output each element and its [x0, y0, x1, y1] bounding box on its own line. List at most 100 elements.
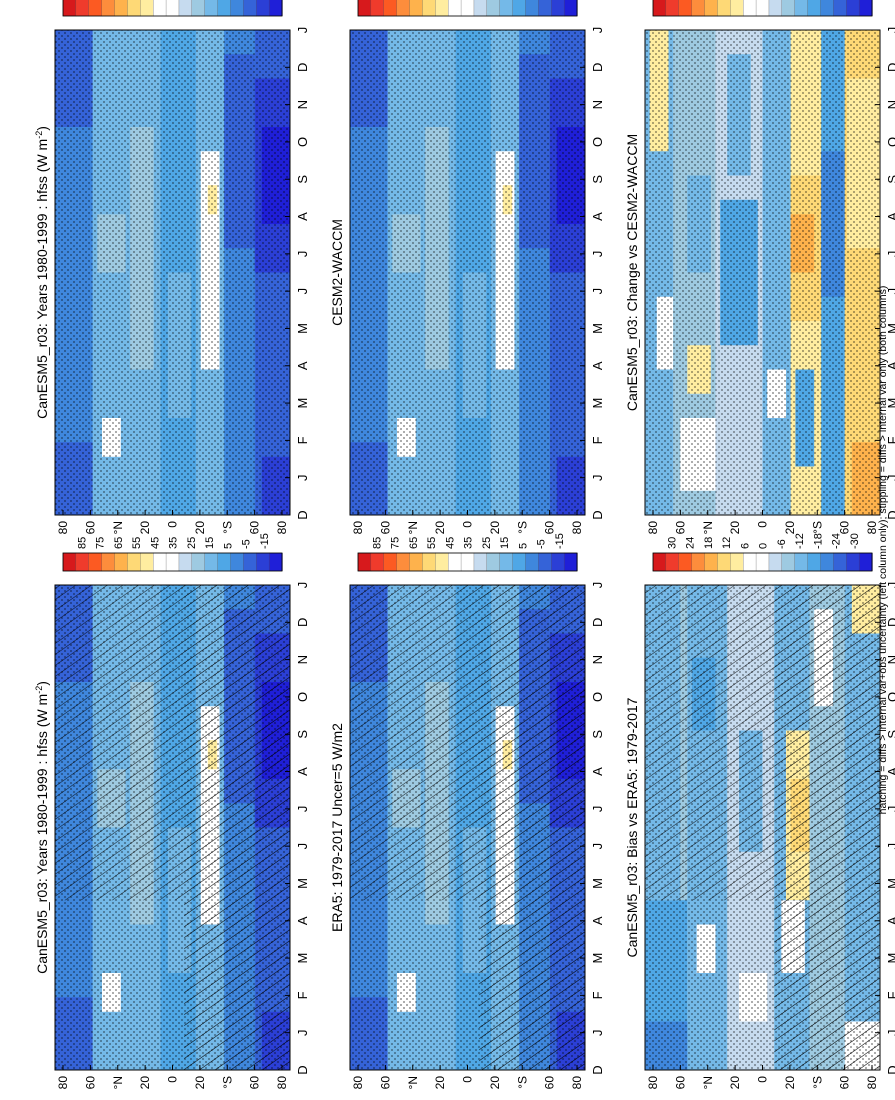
colorbar-swatch	[140, 0, 154, 17]
y-tick-label: 60	[838, 521, 852, 535]
colorbar-swatch	[846, 552, 860, 572]
colorbar-swatch	[268, 0, 283, 17]
x-tick-label: M	[885, 953, 895, 964]
y-tick-label: 80	[646, 521, 660, 535]
colorbar-swatch	[422, 552, 436, 572]
colorbar-swatch	[768, 552, 783, 572]
y-tick-label: 60	[543, 521, 557, 535]
colorbar-swatch	[140, 552, 154, 572]
y-tick-label: 80	[351, 521, 365, 535]
x-tick-label: N	[590, 100, 605, 109]
colorbar-label: 35	[168, 537, 180, 549]
colorbar-swatch	[230, 552, 245, 572]
colorbar-swatch	[383, 0, 398, 17]
panel-title: ERA5: 1979-2017 Uncer=5 W/m2	[329, 723, 345, 932]
panel-field	[55, 30, 290, 515]
x-tick-label: D	[590, 63, 605, 72]
y-tick-label: °N	[111, 521, 125, 534]
colorbar-swatch	[704, 552, 719, 572]
x-tick-label: O	[885, 692, 895, 702]
x-tick-label: M	[590, 398, 605, 409]
x-tick-label: J	[885, 251, 895, 258]
panel-5: CESM2-WACCM D J F M A M J J A S O N D J 80 60 °N 20 0 20 °S 60…	[329, 0, 605, 534]
colorbar-swatch	[101, 552, 116, 572]
x-tick-label: M	[590, 953, 605, 964]
x-tick-label: J	[295, 288, 310, 295]
y-tick-label: 20	[138, 521, 152, 535]
x-tick-label: D	[590, 1065, 605, 1074]
y-tick-label: °N	[111, 1076, 125, 1089]
x-tick-label: J	[590, 1029, 605, 1036]
y-tick-label: 80	[570, 521, 584, 535]
colorbar-label: -15	[554, 533, 566, 549]
x-tick-label: N	[885, 655, 895, 664]
y-tick-label: °S	[220, 1076, 234, 1089]
y-tick-label: 80	[56, 521, 70, 535]
colorbar-label: -6	[776, 539, 788, 549]
y-tick-label: 0	[166, 521, 180, 528]
colorbar-swatch	[525, 552, 540, 572]
y-tick-label: 0	[756, 1076, 770, 1083]
hatching-overlay	[479, 585, 585, 1070]
colorbar-frame	[62, 552, 283, 572]
colorbar-swatch	[178, 552, 193, 572]
y-tick-label: 60	[83, 521, 97, 535]
colorbar-swatch	[256, 552, 270, 572]
hatching-overlay	[184, 585, 290, 1070]
x-tick-label: J	[885, 843, 895, 850]
x-tick-label: J	[885, 27, 895, 34]
colorbar-swatch	[448, 0, 462, 17]
colorbar-label: 85	[371, 537, 383, 549]
y-tick-label: 20	[193, 521, 207, 535]
x-tick-label: M	[590, 323, 605, 334]
y-tick-label: 20	[728, 521, 742, 535]
colorbar-label: 25	[186, 537, 198, 549]
colorbar-swatch	[153, 552, 167, 572]
colorbar-label: -5	[536, 539, 548, 549]
y-tick-label: 60	[378, 1076, 392, 1090]
colorbar-swatch	[88, 0, 103, 17]
y-tick-label: 60	[673, 521, 687, 535]
y-tick-label: 60	[83, 1076, 97, 1090]
colorbar-label: 18	[703, 537, 715, 549]
y-tick-label: °N	[406, 521, 420, 534]
x-tick-label: J	[295, 27, 310, 34]
colorbar-swatch	[781, 552, 796, 572]
y-tick-label: °S	[810, 521, 824, 534]
x-tick-label: F	[295, 991, 310, 999]
y-tick-label: °N	[701, 521, 715, 534]
x-tick-label: J	[295, 1029, 310, 1036]
x-tick-label: D	[590, 510, 605, 519]
panel-3: CanESM5_r03: Bias vs ERA5: 1979-2017 D J F M…	[624, 533, 895, 1089]
panel-1: CanESM5_r03: Years 1980-1999 : hfss (W m…	[34, 533, 310, 1089]
colorbar-swatch	[191, 552, 206, 572]
colorbar-frame	[652, 0, 873, 17]
colorbar-swatch	[178, 0, 193, 17]
hatching-overlay	[645, 585, 775, 901]
colorbar-swatch	[717, 552, 731, 572]
panel-title: CESM2-WACCM	[329, 219, 345, 326]
colorbar-swatch	[820, 552, 835, 572]
colorbar-label: -30	[849, 533, 861, 549]
x-tick-label: M	[295, 398, 310, 409]
x-tick-label: S	[590, 175, 605, 184]
colorbar-swatch	[551, 0, 565, 17]
x-tick-label: M	[885, 398, 895, 409]
colorbar-swatch	[691, 0, 706, 17]
x-tick-label: D	[295, 1065, 310, 1074]
x-tick-label: J	[590, 288, 605, 295]
colorbar-swatch	[383, 552, 398, 572]
colorbar-swatch	[217, 552, 232, 572]
x-tick-label: O	[885, 137, 895, 147]
colorbar-label: 6	[739, 543, 751, 549]
x-tick-label: M	[590, 878, 605, 889]
colorbar-swatch	[75, 0, 90, 17]
colorbar-swatch	[62, 0, 77, 17]
colorbar-frame	[62, 0, 283, 17]
colorbar-swatch	[422, 0, 436, 17]
y-tick-label: 80	[275, 1076, 289, 1090]
y-tick-label: 20	[783, 521, 797, 535]
x-tick-label: A	[295, 916, 310, 925]
y-tick-label: 60	[838, 1076, 852, 1090]
